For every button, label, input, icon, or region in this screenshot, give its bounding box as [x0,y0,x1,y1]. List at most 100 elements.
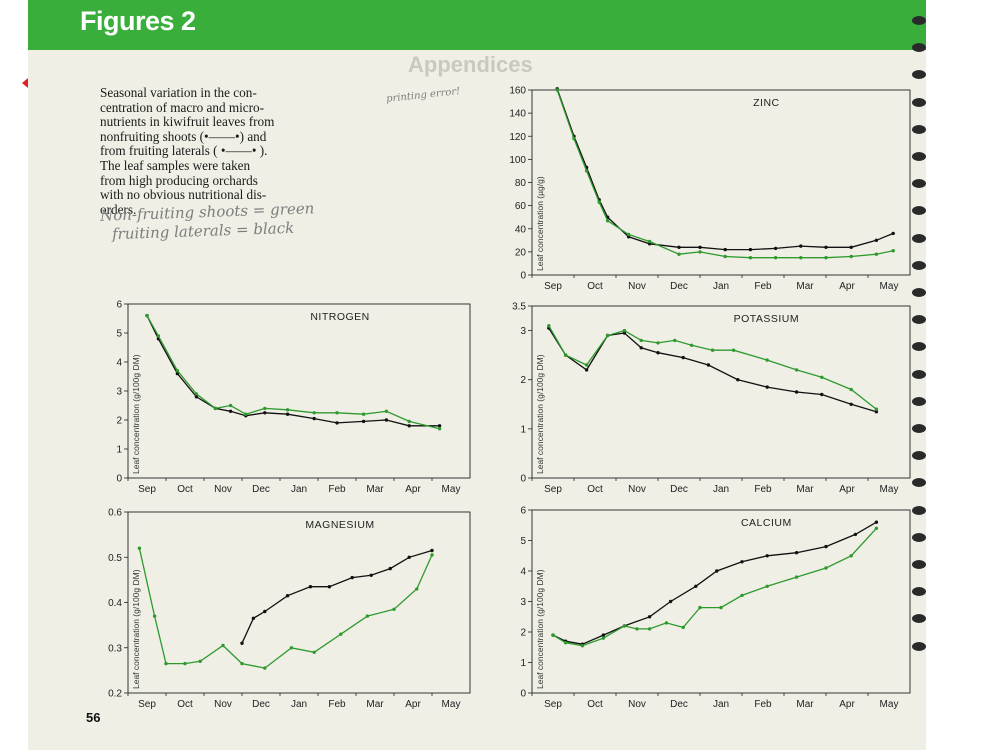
black-data-point [773,246,778,251]
green-data-point [698,605,702,610]
green-data-point [824,256,828,260]
green-data-point [240,661,244,666]
y-tick-label: 4 [116,358,122,369]
plot-frame [127,303,471,479]
green-data-point [198,659,202,663]
black-data-point [824,245,828,249]
y-tick-label: 1 [116,445,122,456]
black-data-point [824,544,828,549]
y-tick-label: 40 [515,224,527,235]
y-tick-label: 2 [116,416,122,427]
binding-coil [912,451,926,461]
green-data-point [407,419,411,424]
green-data-point [639,338,643,343]
black-data-point [820,392,824,397]
y-tick-label: 0.2 [108,689,122,700]
binding-coil [912,16,926,25]
green-data-point [339,632,343,636]
green-data-point [312,650,316,654]
x-tick-label: May [442,484,461,495]
y-tick-label: 0.6 [108,508,122,519]
green-data-point [664,621,669,625]
x-tick-label: Sep [544,699,562,710]
y-tick-label: 0.5 [108,553,122,564]
calcium-chart: 0 1 2 3 4 5 6 Sep Oct Nov Dec Jan Feb Mar Apr May Leaf c… [480,500,920,715]
black-data-point [849,245,853,249]
black-data-point [384,418,389,422]
y-tick-label: 5 [520,536,526,547]
green-data-point [681,625,685,630]
potassium-chart: 0 1 2 3 3.5 Sep Oct Nov Dec Jan Feb Mar Apr May Leaf c… [480,296,920,500]
x-tick-label: Jan [291,484,307,495]
black-data-point [228,409,233,413]
green-data-point [723,254,727,259]
green-data-point [626,232,631,237]
black-data-point [799,244,803,248]
green-data-point [731,348,736,352]
black-data-point [723,247,727,252]
binding-coil [912,641,926,651]
green-data-point [710,348,715,352]
y-tick-label: 20 [515,247,527,258]
green-data-point [891,249,895,253]
black-data-point [849,402,853,406]
zinc-svg: 0 20 40 60 80 100 120 140 160 Sep Oct Nov Dec Jan Feb M… [509,86,911,292]
x-tick-label: Oct [177,699,193,710]
y-tick-label: 6 [116,300,122,311]
black-data-point [601,633,606,637]
green-data-point [156,334,161,338]
black-data-point [736,378,740,382]
black-data-point [794,390,799,394]
green-data-point [221,643,225,648]
green-data-point [601,636,606,640]
green-data-point [584,363,589,367]
x-tick-label: May [880,699,899,710]
green-data-point [175,369,180,373]
page-title: Figures 2 [80,6,196,36]
y-tick-label: 0.4 [108,598,122,609]
x-tick-label: Mar [796,281,814,292]
x-tick-label: Sep [138,699,156,710]
x-tick-label: Nov [628,484,646,495]
binding-coil [912,124,926,134]
binding-coil [912,206,926,216]
black-data-point [263,411,267,415]
y-tick-label: 120 [509,132,526,143]
slide-marker [22,78,28,88]
green-data-point [263,406,267,411]
x-tick-label: Feb [754,699,772,710]
green-data-point [597,200,601,204]
x-tick-label: Feb [754,281,772,292]
green-data-point [773,256,778,260]
x-tick-label: May [880,281,899,292]
black-data-point [748,247,753,252]
green-data-point [849,254,853,259]
x-tick-label: Dec [252,484,270,495]
slide-margin [926,0,1000,750]
black-data-point [891,231,895,236]
y-axis-label: Leaf concentration (µg/g) [535,176,545,271]
caption-line: nonfruiting shoots (•——•) and [100,128,267,144]
green-data-point [335,411,339,415]
black-series-line [552,521,877,645]
chart-title: POTASSIUM [734,313,800,325]
black-data-point [407,555,411,559]
y-tick-label: 6 [520,506,526,517]
green-data-point [213,406,218,411]
black-data-point [647,615,652,619]
green-data-point [647,627,652,631]
black-data-point [308,585,313,589]
x-tick-label: Sep [544,281,562,292]
green-data-point [572,136,576,141]
x-tick-label: Apr [839,484,855,495]
black-series-line [556,88,894,251]
black-data-point [263,609,267,614]
black-data-point [350,575,354,580]
green-data-point [622,624,627,628]
black-data-point [312,416,316,421]
green-series-line [138,548,433,669]
y-tick-label: 0 [520,271,526,282]
caption-line: from high producing orchards [100,172,258,188]
x-tick-label: Mar [366,484,384,495]
plot-frame [531,509,911,694]
